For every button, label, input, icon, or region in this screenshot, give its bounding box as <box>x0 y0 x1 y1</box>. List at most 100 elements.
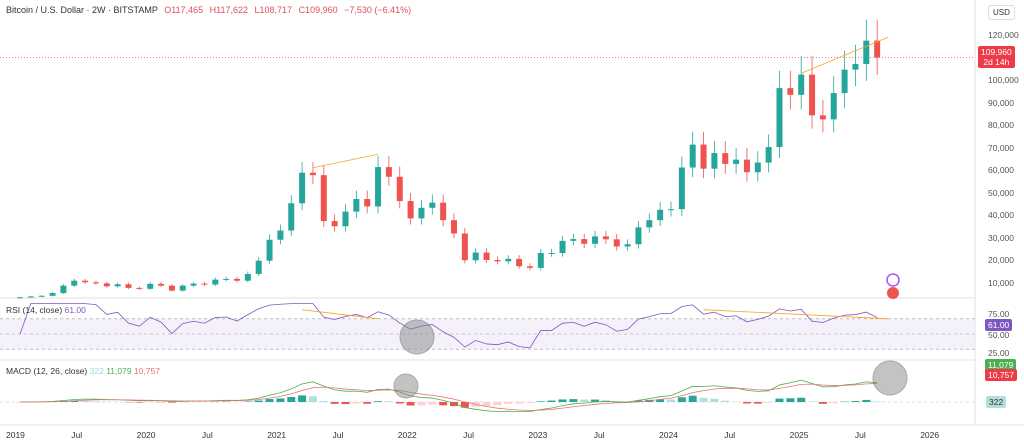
rsi-tick-25: 25.00 <box>988 348 1010 358</box>
last-price-tag: 109,960 2d 14h <box>978 46 1015 68</box>
chart-header: Bitcoin / U.S. Dollar · 2W · BITSTAMP O1… <box>6 5 411 15</box>
event-icon <box>886 273 900 287</box>
candle-body <box>114 284 121 287</box>
candle-body <box>27 296 34 298</box>
candle-body <box>646 220 653 228</box>
time-tick: 2026 <box>920 430 940 440</box>
macd-histogram-bar <box>363 402 372 404</box>
time-tick: 2024 <box>659 430 678 440</box>
candle-body <box>158 283 165 286</box>
candle-body <box>754 162 761 173</box>
macd-histogram-bar <box>417 402 426 406</box>
price-tick: 90,000 <box>988 97 1014 108</box>
macd-histogram-bar <box>775 398 784 402</box>
candle-body <box>49 293 56 296</box>
macd-histogram-bar <box>135 402 144 403</box>
macd-histogram-bar <box>699 397 708 402</box>
candle-body <box>299 172 306 204</box>
macd-histogram-bar <box>601 400 610 402</box>
macd-histogram-bar <box>742 402 751 404</box>
macd-histogram-bar <box>786 398 795 402</box>
candle-body <box>147 283 154 289</box>
signal-line <box>19 383 878 411</box>
time-tick: 2021 <box>267 430 287 440</box>
trendline <box>801 36 889 74</box>
candle-body <box>364 199 371 207</box>
macd-histogram-bar <box>374 401 383 402</box>
candle-body <box>223 278 230 280</box>
candle-body <box>82 280 89 283</box>
candle-body <box>201 283 208 285</box>
macd-histogram-bar <box>287 397 296 402</box>
macd-histogram-bar <box>580 399 589 402</box>
macd-histogram-bar <box>764 402 773 403</box>
macd-histogram-bar <box>829 402 838 404</box>
macd-histogram-bar <box>612 401 621 402</box>
candle-body <box>722 153 729 164</box>
candle-body <box>613 239 620 247</box>
candle-body <box>451 220 457 234</box>
macd-histogram-bar <box>395 402 404 404</box>
candle-body <box>483 252 490 260</box>
candle-body <box>570 239 577 241</box>
candle-body <box>841 69 848 94</box>
candle-body <box>516 258 523 267</box>
rsi-label: RSI (14, close) 61.00 <box>6 305 86 315</box>
last-price: 109,960 <box>981 47 1012 57</box>
macd-histogram-bar <box>569 399 578 402</box>
candle-body <box>689 144 696 168</box>
macd-histogram-bar <box>460 402 469 408</box>
price-tick: 60,000 <box>988 165 1014 175</box>
candle-body <box>418 207 425 219</box>
candle-body <box>396 176 403 202</box>
macd-histogram-bar <box>525 402 534 403</box>
time-tick: 2020 <box>136 430 156 440</box>
price-tick: 100,000 <box>988 75 1019 85</box>
candle-body <box>136 287 143 289</box>
macd-histogram-bar <box>797 397 806 402</box>
macd-histogram-bar <box>265 399 274 402</box>
macd-histogram-bar <box>493 402 502 406</box>
macd-histogram-bar <box>81 400 90 402</box>
candle-body <box>668 209 674 211</box>
candle-body <box>733 159 740 164</box>
macd-histogram-bar <box>515 402 524 404</box>
macd-histogram-bar <box>862 399 871 402</box>
rsi-trendline <box>302 309 379 320</box>
candle-body <box>776 88 783 148</box>
open-value: O117,465 <box>164 5 204 15</box>
price-tick: 80,000 <box>988 120 1014 130</box>
macd-histogram-bar <box>308 396 317 402</box>
macd-histogram-bar <box>352 402 361 404</box>
change-value: −7,530 (−6.41%) <box>344 5 412 15</box>
candle-body <box>559 240 566 254</box>
time-tick: Jul <box>463 430 474 440</box>
price-tick: 50,000 <box>988 187 1014 198</box>
price-tick: 30,000 <box>988 232 1014 243</box>
candle-body <box>320 175 327 222</box>
annotation-circle <box>399 319 435 355</box>
candle-body <box>809 74 816 116</box>
candle-body <box>125 284 132 288</box>
time-tick: Jul <box>201 430 213 440</box>
price-tick: 40,000 <box>988 210 1014 220</box>
macd-histogram-bar <box>16 402 24 403</box>
candle-body <box>38 295 45 297</box>
macd-label: MACD (12, 26, close) 322 11,079 10,757 <box>6 366 160 376</box>
candle-body <box>266 239 273 261</box>
candle-body <box>678 167 685 210</box>
macd-histogram-bar <box>298 395 307 402</box>
currency-button[interactable]: USD <box>988 5 1015 20</box>
rsi-tick-75: 75.00 <box>988 309 1010 319</box>
macd-histogram-bar <box>808 401 817 402</box>
candle-body <box>461 233 468 261</box>
macd-histogram-bar <box>667 399 675 402</box>
candle-body <box>385 167 392 177</box>
macd-histogram-bar <box>504 402 513 405</box>
time-tick: 2025 <box>789 430 809 440</box>
macd-histogram-bar <box>677 397 686 402</box>
candle-body <box>700 144 707 169</box>
macd-histogram-bar <box>70 400 79 402</box>
